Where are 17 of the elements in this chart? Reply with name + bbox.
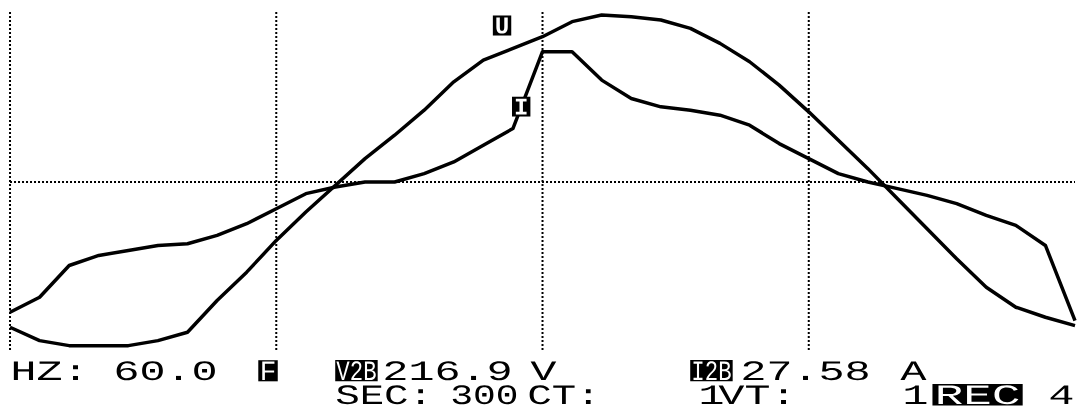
text: 4 [1050,385,1073,404]
text: F [262,361,275,380]
text: V [530,361,557,380]
text: A [900,361,927,380]
text: 300 [452,385,517,405]
text: HZ: [13,361,78,380]
text: REC [938,385,1019,405]
series-label: U [496,17,508,34]
text: 27.58 [743,361,868,381]
text: SEC: [336,385,423,405]
text: 1 [905,385,927,404]
text: 60.0 [116,361,215,381]
text: CT: [529,385,591,405]
text: 216.9 [385,361,510,381]
text: I2B [693,361,731,380]
text: V2B [336,361,376,380]
series-label: I [515,98,527,115]
